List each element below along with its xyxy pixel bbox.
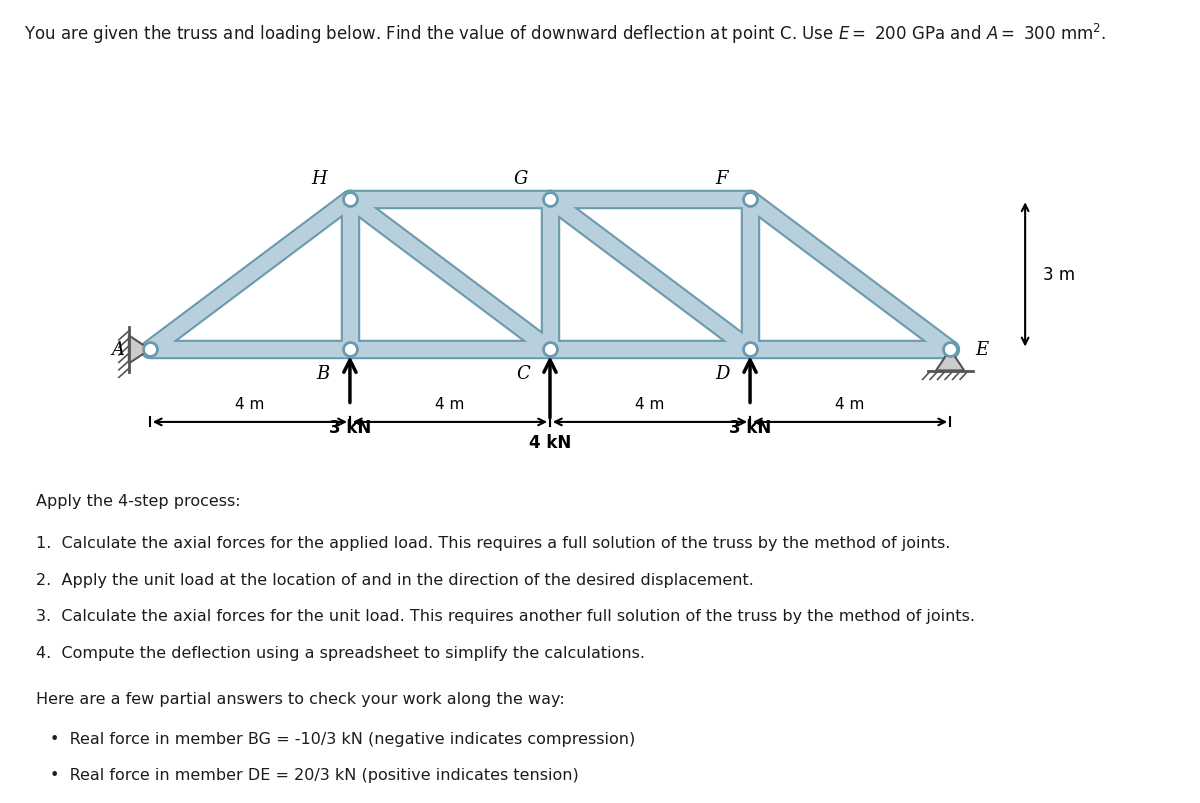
Text: 4.  Compute the deflection using a spreadsheet to simplify the calculations.: 4. Compute the deflection using a spread… [36,645,646,660]
Text: F: F [715,170,727,188]
Text: •  Real force in member BG = -10/3 kN (negative indicates compression): • Real force in member BG = -10/3 kN (ne… [49,731,635,746]
Text: 3 kN: 3 kN [728,419,772,437]
Text: 3.  Calculate the axial forces for the unit load. This requires another full sol: 3. Calculate the axial forces for the un… [36,609,974,624]
Text: A: A [112,341,125,359]
Text: 2.  Apply the unit load at the location of and in the direction of the desired d: 2. Apply the unit load at the location o… [36,573,754,587]
Text: 1.  Calculate the axial forces for the applied load. This requires a full soluti: 1. Calculate the axial forces for the ap… [36,536,950,551]
Polygon shape [936,350,964,371]
Text: •  Real force in member DE = 20/3 kN (positive indicates tension): • Real force in member DE = 20/3 kN (pos… [49,768,578,782]
Text: H: H [312,170,328,188]
Text: 3 m: 3 m [1043,266,1075,284]
Text: 4 m: 4 m [835,397,865,411]
Text: 4 kN: 4 kN [529,434,571,452]
Text: D: D [715,365,730,383]
Text: You are given the truss and loading below. Find the value of downward deflection: You are given the truss and loading belo… [24,22,1106,46]
Text: B: B [317,365,330,383]
Text: Here are a few partial answers to check your work along the way:: Here are a few partial answers to check … [36,691,565,706]
Text: 4 m: 4 m [436,397,464,411]
Text: C: C [516,365,530,383]
Text: 4 m: 4 m [235,397,264,411]
Text: E: E [976,341,989,359]
Text: Apply the 4-step process:: Apply the 4-step process: [36,494,241,509]
Polygon shape [128,336,150,364]
Text: G: G [514,170,528,188]
Text: 3 kN: 3 kN [329,419,371,437]
Text: 4 m: 4 m [635,397,665,411]
